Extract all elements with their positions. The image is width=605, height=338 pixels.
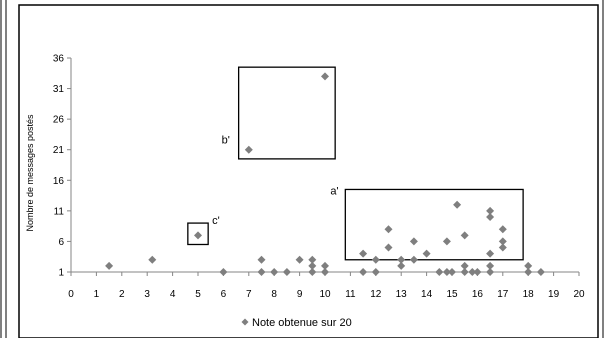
legend-label: Note obtenue sur 20 bbox=[252, 317, 352, 329]
data-point bbox=[397, 261, 406, 270]
annotation-box bbox=[187, 222, 209, 246]
chart-area-border bbox=[18, 4, 599, 338]
data-point bbox=[460, 261, 469, 270]
data-point bbox=[371, 255, 380, 264]
y-tick-label: 16 bbox=[53, 176, 65, 187]
y-tick-label: 11 bbox=[54, 206, 65, 217]
x-tick-label: 5 bbox=[195, 289, 201, 300]
x-tick-label: 18 bbox=[523, 289, 535, 300]
data-point bbox=[460, 231, 469, 240]
y-tick-label: 36 bbox=[53, 54, 65, 65]
x-tick-label: 13 bbox=[396, 289, 408, 300]
data-point bbox=[270, 268, 279, 276]
data-point bbox=[486, 212, 495, 221]
data-point bbox=[442, 237, 451, 246]
data-point bbox=[257, 255, 266, 264]
data-point bbox=[308, 255, 317, 264]
x-tick-label: 0 bbox=[68, 289, 74, 300]
annotation-box bbox=[237, 66, 336, 160]
data-point bbox=[321, 268, 329, 276]
data-point bbox=[295, 255, 304, 264]
y-tick-label: 1 bbox=[58, 268, 64, 279]
data-point bbox=[409, 255, 418, 264]
data-point bbox=[435, 268, 444, 276]
legend: Note obtenue sur 20 bbox=[241, 317, 352, 329]
data-point bbox=[486, 206, 495, 215]
x-tick-label: 8 bbox=[271, 289, 277, 300]
data-point bbox=[384, 243, 393, 252]
data-point bbox=[468, 268, 477, 276]
x-tick-label: 6 bbox=[221, 289, 227, 300]
x-tick-label: 16 bbox=[472, 289, 484, 300]
x-tick-label: 2 bbox=[119, 289, 125, 300]
x-tick-label: 17 bbox=[497, 289, 509, 300]
data-point bbox=[448, 268, 456, 276]
x-tick-label: 15 bbox=[446, 289, 458, 300]
y-axis-label: Nombre de messages postés bbox=[25, 114, 35, 232]
data-point bbox=[371, 268, 380, 276]
annotation-label: c' bbox=[212, 215, 220, 227]
annotation-label: a' bbox=[330, 185, 338, 197]
x-tick-label: 9 bbox=[297, 289, 303, 300]
y-tick-label: 21 bbox=[53, 145, 65, 156]
data-point bbox=[359, 268, 368, 276]
annotations-layer: a' b' c' bbox=[187, 66, 524, 261]
data-point bbox=[257, 268, 266, 276]
x-tick-label: 10 bbox=[319, 289, 331, 300]
data-point bbox=[384, 225, 393, 234]
x-tick-label: 4 bbox=[170, 289, 176, 300]
data-point bbox=[460, 268, 469, 276]
data-point bbox=[244, 145, 253, 154]
data-point bbox=[473, 268, 482, 276]
x-tick-label: 20 bbox=[573, 289, 585, 300]
data-point bbox=[498, 243, 507, 252]
data-point bbox=[148, 255, 157, 264]
data-point bbox=[498, 225, 507, 234]
x-tick-label: 1 bbox=[94, 289, 100, 300]
data-point bbox=[397, 255, 406, 264]
data-point bbox=[486, 249, 495, 258]
legend-marker bbox=[241, 318, 249, 326]
y-tick-label: 26 bbox=[53, 115, 65, 126]
annotation-box bbox=[344, 188, 524, 261]
data-point bbox=[308, 261, 317, 270]
x-tick-label: 11 bbox=[345, 289, 356, 300]
x-tick-label: 14 bbox=[421, 289, 433, 300]
data-point bbox=[524, 268, 533, 276]
data-point bbox=[282, 268, 291, 276]
data-point bbox=[453, 200, 462, 209]
x-tick-label: 7 bbox=[246, 289, 252, 300]
data-point bbox=[359, 249, 368, 258]
x-tick-label: 19 bbox=[548, 289, 560, 300]
data-point bbox=[498, 237, 507, 246]
data-point bbox=[194, 231, 202, 240]
data-point bbox=[486, 261, 495, 270]
data-point bbox=[524, 261, 533, 270]
x-tick-label: 3 bbox=[144, 289, 150, 300]
data-point bbox=[422, 249, 431, 258]
data-point bbox=[308, 268, 317, 276]
data-point bbox=[486, 268, 495, 276]
data-point bbox=[409, 237, 418, 246]
points-layer bbox=[105, 72, 545, 276]
data-point bbox=[321, 261, 329, 270]
y-tick-label: 31 bbox=[53, 84, 65, 95]
data-point bbox=[442, 268, 451, 276]
annotation-label: b' bbox=[222, 135, 230, 147]
data-point bbox=[105, 261, 114, 270]
data-point bbox=[219, 268, 228, 276]
y-tick-label: 6 bbox=[58, 237, 64, 248]
data-point bbox=[536, 268, 545, 276]
data-point bbox=[321, 72, 329, 81]
x-tick-label: 12 bbox=[370, 289, 382, 300]
